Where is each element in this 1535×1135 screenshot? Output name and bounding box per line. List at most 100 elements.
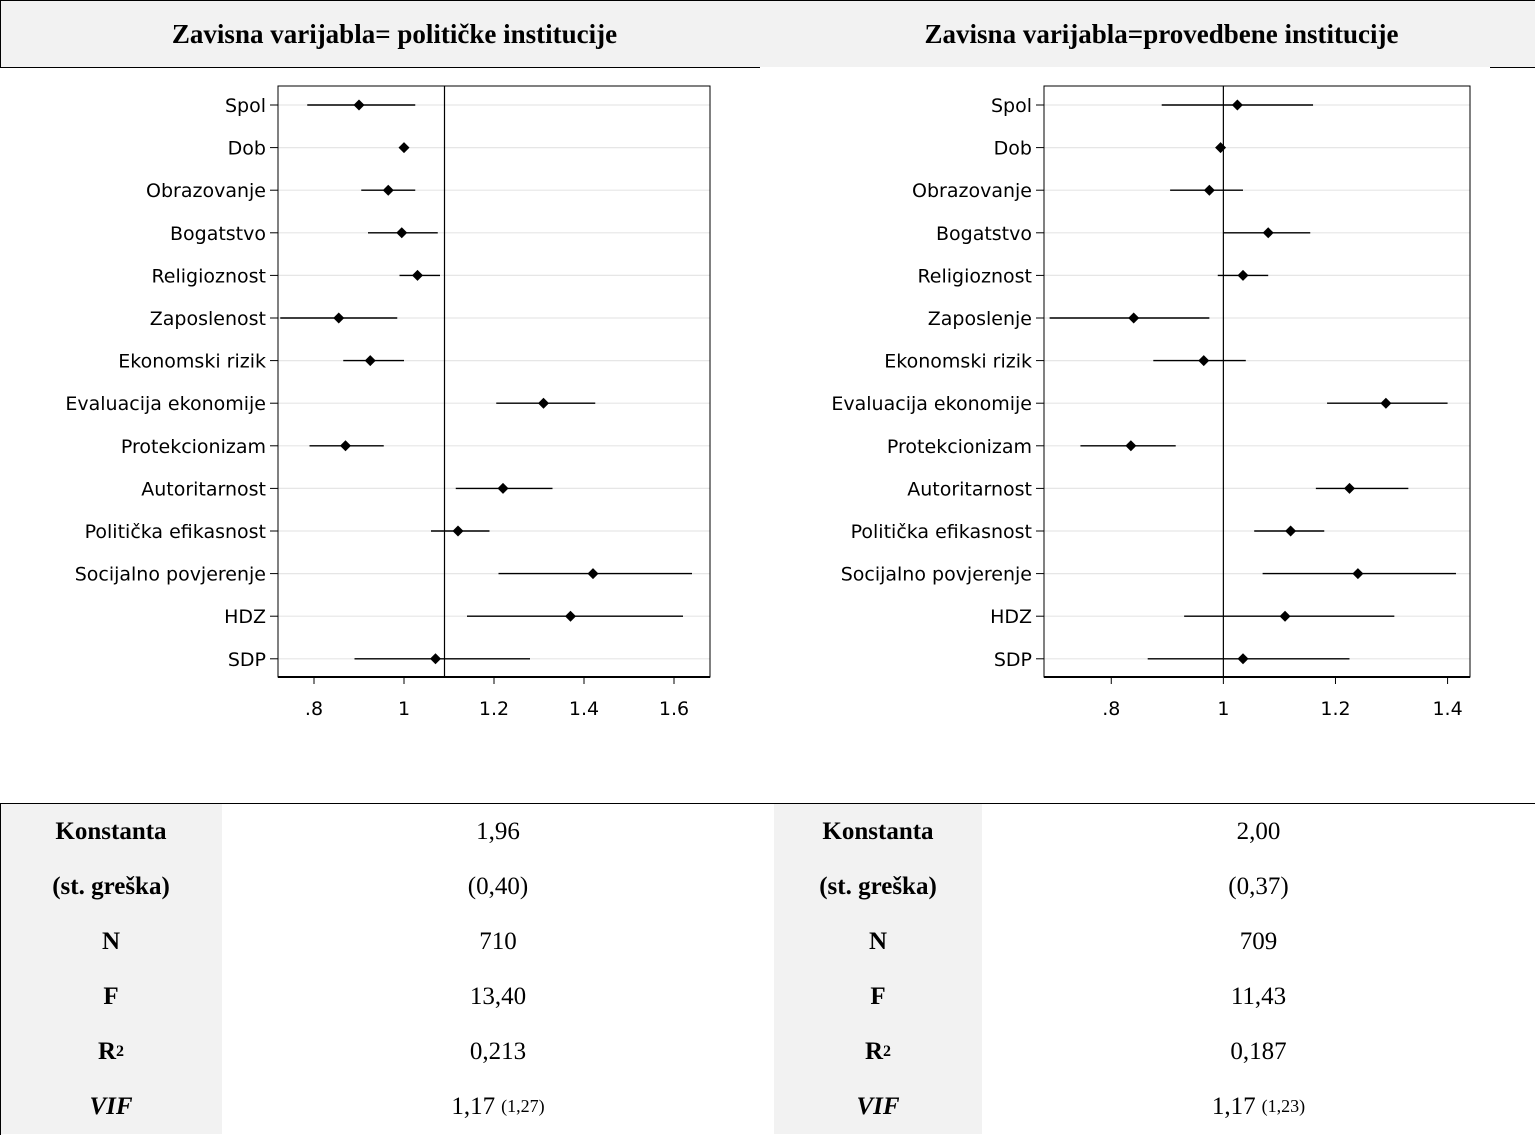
label-f-right: F xyxy=(774,969,982,1024)
left-category-label: HDZ xyxy=(224,606,266,628)
r2-label-right-text: R xyxy=(864,1037,884,1065)
left-estimate-point xyxy=(333,312,345,324)
value-n-left: 710 xyxy=(479,927,517,955)
right-category-label: Bogatstvo xyxy=(936,223,1032,245)
left-category-label: Dob xyxy=(228,138,266,160)
stats-top-rule xyxy=(0,803,1535,804)
left-plot-frame xyxy=(277,85,711,678)
right-estimate-point xyxy=(1237,653,1249,665)
left-category-label: Politička efikasnost xyxy=(85,521,266,543)
value-se-left: (0,40) xyxy=(467,872,529,900)
right-header: Zavisna varijabla=provedbene institucije xyxy=(788,0,1535,67)
vif-right-small: (1,23) xyxy=(1261,1096,1306,1116)
right-estimate-point xyxy=(1203,184,1215,196)
right-estimate-point xyxy=(1343,482,1355,494)
r2-label-left-text: R xyxy=(97,1037,117,1065)
label-n-left: N xyxy=(0,914,222,969)
label-f-left: F xyxy=(0,969,222,1024)
label-vif-right: VIF xyxy=(774,1079,982,1134)
left-estimate-point xyxy=(452,525,464,537)
label-n-right: N xyxy=(774,914,982,969)
r2-sup-left: 2 xyxy=(116,1042,125,1060)
left-estimate-point xyxy=(430,653,441,665)
right-estimate-point xyxy=(1262,227,1274,239)
value-f-right: 11,43 xyxy=(1230,982,1287,1010)
right-category-label: Socijalno povjerenje xyxy=(841,564,1032,586)
stats-table: Konstanta 1,96 Konstanta 2,00 (st. grešk… xyxy=(0,804,1535,1135)
left-category-label: Autoritarnost xyxy=(141,478,266,500)
right-estimate-point xyxy=(1125,440,1137,452)
right-x-tick-label: 1.4 xyxy=(1432,698,1462,720)
right-estimate-point xyxy=(1198,355,1210,367)
left-category-label: SDP xyxy=(228,649,266,671)
left-estimate-point xyxy=(353,99,365,111)
left-x-tick-label: 1.4 xyxy=(569,698,599,720)
left-estimate-point xyxy=(398,142,410,154)
right-estimate-point xyxy=(1215,142,1227,154)
coefficient-plots: .8 1 1.2 1.4 1.6 Spol Dob Obrazovanje Bogatstvo R… xyxy=(65,85,1471,720)
value-vif-right: 1,17 (1,23) xyxy=(982,1079,1535,1134)
left-x-tick-label: 1.6 xyxy=(659,698,689,720)
header-rule-left xyxy=(0,67,760,68)
value-f-left: 13,40 xyxy=(469,982,527,1010)
right-category-label: Religioznost xyxy=(917,265,1032,287)
value-se-right: (0,37) xyxy=(1228,872,1289,900)
right-category-label: Evaluacija ekonomije xyxy=(831,393,1032,415)
label-konstanta-left: Konstanta xyxy=(0,804,222,859)
right-category-label: Zaposlenje xyxy=(928,308,1032,330)
left-estimate-point xyxy=(340,440,351,452)
label-konstanta-right: Konstanta xyxy=(774,804,982,859)
right-category-label: Politička efikasnost xyxy=(851,521,1032,543)
left-estimate-point xyxy=(565,610,576,622)
right-x-tick-label: .8 xyxy=(1102,698,1120,720)
left-estimate-point xyxy=(497,482,509,494)
right-category-label: Obrazovanje xyxy=(912,180,1032,202)
stats-row-konstanta: Konstanta 1,96 Konstanta 2,00 xyxy=(0,804,1535,859)
right-estimate-point xyxy=(1285,525,1297,537)
left-category-label: Bogatstvo xyxy=(170,223,266,245)
right-x-tick-label: 1.2 xyxy=(1320,698,1350,720)
left-category-label: Religioznost xyxy=(151,265,266,287)
left-x-tick-label: 1 xyxy=(398,698,410,720)
left-category-label: Socijalno povjerenje xyxy=(75,564,266,586)
left-x-tick-label: .8 xyxy=(305,698,323,720)
label-se-right: (st. greška) xyxy=(774,859,982,914)
left-header: Zavisna varijabla= političke institucije xyxy=(0,0,788,67)
right-category-label: Protekcionizam xyxy=(887,436,1032,458)
vif-right-value: 1,17 xyxy=(1211,1092,1256,1120)
right-category-label: Ekonomski rizik xyxy=(884,351,1032,373)
label-vif-left: VIF xyxy=(0,1079,222,1134)
left-category-label: Ekonomski rizik xyxy=(118,351,266,373)
value-konstanta-right: 2,00 xyxy=(1236,817,1281,845)
r2-sup-right: 2 xyxy=(883,1042,892,1060)
left-estimate-point xyxy=(382,184,394,196)
left-estimate-point xyxy=(364,355,376,367)
right-x-tick-label: 1 xyxy=(1217,698,1229,720)
stats-row-vif: VIF 1,17 (1,27) VIF 1,17 (1,23) xyxy=(0,1079,1535,1134)
value-konstanta-left: 1,96 xyxy=(476,817,520,845)
header-rule-right xyxy=(1490,67,1535,68)
right-estimate-point xyxy=(1128,312,1140,324)
right-estimate-point xyxy=(1279,610,1291,622)
left-category-label: Spol xyxy=(225,95,266,117)
left-estimate-point xyxy=(587,568,599,580)
right-plot-frame xyxy=(1043,85,1471,678)
left-header-text: Zavisna varijabla= političke institucije xyxy=(171,18,618,49)
right-category-label: SDP xyxy=(994,649,1032,671)
right-category-label: Spol xyxy=(991,95,1032,117)
stats-row-f: F 13,40 F 11,43 xyxy=(0,969,1535,1024)
value-r2-right: 0,187 xyxy=(1230,1037,1287,1065)
stats-row-n: N 710 N 709 xyxy=(0,914,1535,969)
label-se-left: (st. greška) xyxy=(0,859,222,914)
right-estimate-point xyxy=(1380,397,1392,409)
value-r2-left: 0,213 xyxy=(469,1037,527,1065)
left-estimate-point xyxy=(412,269,423,281)
left-estimate-point xyxy=(396,227,408,239)
right-category-label: Autoritarnost xyxy=(907,478,1032,500)
vif-left-value: 1,17 xyxy=(451,1092,496,1120)
vif-left-small: (1,27) xyxy=(501,1096,545,1116)
right-category-label: HDZ xyxy=(990,606,1032,628)
